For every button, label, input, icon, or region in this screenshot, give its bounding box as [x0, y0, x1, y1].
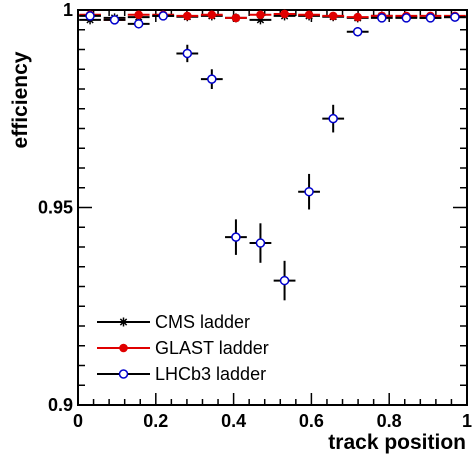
data-point: [279, 275, 290, 286]
data-point: [231, 232, 241, 242]
legend-entry: CMS ladder: [97, 312, 250, 332]
data-point: [109, 15, 120, 25]
x-axis-title: track position: [328, 431, 466, 454]
y-tick-label: 0.95: [38, 198, 73, 218]
plot-frame: [77, 9, 468, 406]
series-lhcb3-ladder: [79, 11, 466, 301]
data-point: [255, 238, 266, 248]
x-tick-label: 0.6: [299, 411, 324, 431]
data-point: [134, 10, 143, 20]
legend-marker: [118, 369, 129, 379]
x-tick-label: 0: [73, 411, 83, 431]
data-point: [450, 12, 460, 22]
data-point: [133, 19, 144, 29]
data-point: [328, 11, 338, 21]
legend-marker: [119, 343, 128, 353]
data-point: [207, 74, 217, 84]
legend-label: GLAST ladder: [155, 338, 269, 358]
data-point: [304, 10, 314, 20]
data-point: [158, 11, 168, 21]
y-tick-label: 0.9: [48, 395, 73, 415]
data-point: [328, 113, 338, 124]
data-point: [353, 12, 362, 22]
data-point: [425, 13, 436, 23]
legend-label: CMS ladder: [155, 312, 250, 332]
y-axis-title: efficiency: [9, 51, 32, 148]
star-stroke: [119, 318, 128, 326]
data-point: [401, 13, 412, 23]
legend-entry: LHCb3 ladder: [97, 364, 266, 384]
data-point: [377, 13, 387, 23]
data-point: [304, 186, 314, 197]
data-point: [182, 48, 193, 59]
x-tick-label: 0.4: [221, 411, 246, 431]
legend-entry: GLAST ladder: [97, 338, 269, 358]
x-tick-label: 0.2: [143, 411, 168, 431]
legend-marker: [119, 317, 128, 327]
data-point: [85, 11, 95, 21]
x-tick-label: 1: [462, 411, 472, 431]
legend-label: LHCb3 ladder: [155, 364, 266, 384]
data-point: [231, 13, 241, 23]
y-tick-label: 1: [63, 0, 73, 20]
data-point: [207, 10, 217, 20]
data-point: [183, 11, 192, 21]
plot-area: 0 0.2 0.4 0.6 0.8 1 0.9 0.95 1: [38, 0, 472, 431]
data-point: [280, 9, 289, 19]
legend: CMS ladder GLAST ladder LHCb3 ladder: [97, 312, 269, 384]
x-tick-label: 0.8: [377, 411, 402, 431]
data-point: [352, 26, 363, 37]
data-point: [256, 10, 265, 20]
